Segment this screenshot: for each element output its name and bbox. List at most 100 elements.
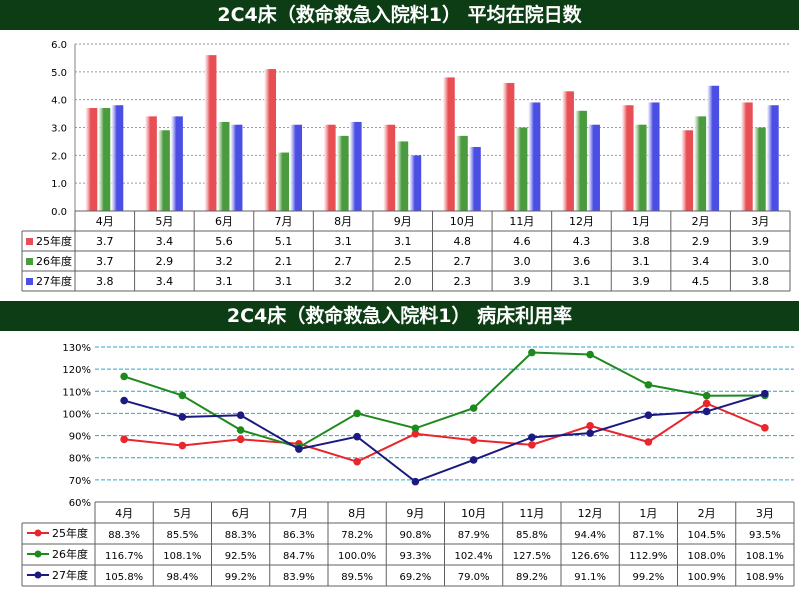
x-tick-label: 3月 <box>751 215 769 228</box>
data-label: 2.9 <box>692 235 710 248</box>
series-line <box>124 402 766 463</box>
data-label: 79.0% <box>458 572 490 583</box>
x-tick-label: 11月 <box>509 215 534 228</box>
data-label: 94.4% <box>574 530 606 541</box>
x-tick-label: 6月 <box>232 507 250 520</box>
bar <box>681 130 694 211</box>
data-label: 2.5 <box>394 255 412 268</box>
data-label: 105.8% <box>105 572 143 583</box>
data-label: 104.5% <box>688 530 726 541</box>
data-label: 5.1 <box>275 235 293 248</box>
data-label: 3.1 <box>632 255 650 268</box>
y-tick-label: 5.0 <box>51 68 67 79</box>
data-label: 100.0% <box>338 551 376 562</box>
legend-marker <box>34 550 42 558</box>
bar <box>336 135 349 211</box>
bar <box>409 155 422 211</box>
bar-chart-panel: 0.0 1.0 2.0 3.0 4.0 5.0 6.0 4月 5月 6月 7月 8月 9月 10月 11月 1… <box>0 30 799 296</box>
bar <box>204 55 217 211</box>
data-label: 3.9 <box>632 275 650 288</box>
data-label: 4.5 <box>692 275 710 288</box>
x-tick-label: 6月 <box>215 215 233 228</box>
bar-chart: 0.0 1.0 2.0 3.0 4.0 5.0 6.0 4月 5月 6月 7月 8月 9月 10月 11月 1… <box>21 40 791 292</box>
data-point <box>178 413 187 421</box>
data-label: 3.7 <box>96 255 114 268</box>
data-label: 98.4% <box>166 572 198 583</box>
data-label: 2.0 <box>394 275 412 288</box>
data-label: 93.5% <box>749 530 781 541</box>
data-label: 2.9 <box>156 255 174 268</box>
bar <box>323 124 336 211</box>
bar <box>230 124 243 211</box>
y-tick-label: 80% <box>69 454 91 465</box>
bar <box>515 127 528 211</box>
bar <box>587 124 600 211</box>
data-label: 83.9% <box>283 572 315 583</box>
data-label: 100.9% <box>688 572 726 583</box>
bar <box>111 105 124 211</box>
x-tick-label: 1月 <box>632 215 650 228</box>
data-label: 92.5% <box>225 551 257 562</box>
legend-swatch <box>26 238 33 245</box>
data-label: 87.9% <box>458 530 490 541</box>
data-point <box>528 433 536 442</box>
x-tick-label: 10月 <box>450 215 475 228</box>
data-point <box>120 435 128 444</box>
y-tick-label: 1.0 <box>51 179 67 190</box>
data-label: 3.2 <box>334 275 352 288</box>
data-label: 3.4 <box>692 255 710 268</box>
data-label: 3.0 <box>513 255 531 268</box>
data-label: 3.9 <box>513 275 531 288</box>
legend-marker <box>34 529 42 537</box>
y-tick-label: 60% <box>69 498 91 509</box>
data-point <box>236 426 245 434</box>
data-label: 2.7 <box>334 255 352 268</box>
x-tick-label: 11月 <box>519 507 544 520</box>
data-label: 85.5% <box>166 530 198 541</box>
data-label: 85.8% <box>516 530 548 541</box>
data-label: 88.3% <box>108 530 140 541</box>
x-tick-label: 4月 <box>115 507 133 520</box>
x-tick-label: 2月 <box>698 507 716 520</box>
y-tick-label: 2.0 <box>51 151 67 162</box>
data-point <box>469 404 478 412</box>
data-label: 3.1 <box>215 275 233 288</box>
x-tick-label: 9月 <box>394 215 412 228</box>
data-label: 3.0 <box>751 255 769 268</box>
bar <box>647 102 660 211</box>
legend-label: 27年度 <box>52 568 88 582</box>
data-label: 88.3% <box>225 530 257 541</box>
data-label: 4.6 <box>513 235 531 248</box>
bar <box>277 152 290 211</box>
x-tick-label: 8月 <box>334 215 352 228</box>
data-label: 3.9 <box>751 235 769 248</box>
bar <box>170 116 183 211</box>
x-tick-label: 2月 <box>692 215 710 228</box>
bar <box>634 124 647 211</box>
data-label: 108.1% <box>163 551 201 562</box>
y-tick-label: 110% <box>62 387 91 398</box>
legend-marker <box>34 571 42 579</box>
bar <box>468 146 481 211</box>
bar <box>766 105 779 211</box>
data-label: 127.5% <box>513 551 551 562</box>
data-label: 3.1 <box>275 275 293 288</box>
data-label: 3.4 <box>156 235 174 248</box>
y-tick-label: 100% <box>62 409 91 420</box>
data-point <box>586 429 594 437</box>
data-label: 99.2% <box>225 572 257 583</box>
data-label: 112.9% <box>629 551 667 562</box>
bar <box>157 130 170 211</box>
data-label: 87.1% <box>632 530 664 541</box>
data-point <box>236 435 245 444</box>
bar-chart-title: 2C4床（救命救急入院料1） 平均在院日数 <box>0 0 799 30</box>
bar <box>349 121 362 211</box>
data-point <box>702 407 711 416</box>
bar <box>217 121 230 211</box>
bar <box>396 141 409 211</box>
y-tick-label: 90% <box>69 432 91 443</box>
bar <box>694 116 707 211</box>
x-tick-label: 7月 <box>275 215 293 228</box>
line-chart: 60% 70% 80% 90% 100% 110% 120% 130% 4月 5月 6月 7月 8月 9月… <box>21 343 795 587</box>
data-label: 102.4% <box>455 551 493 562</box>
